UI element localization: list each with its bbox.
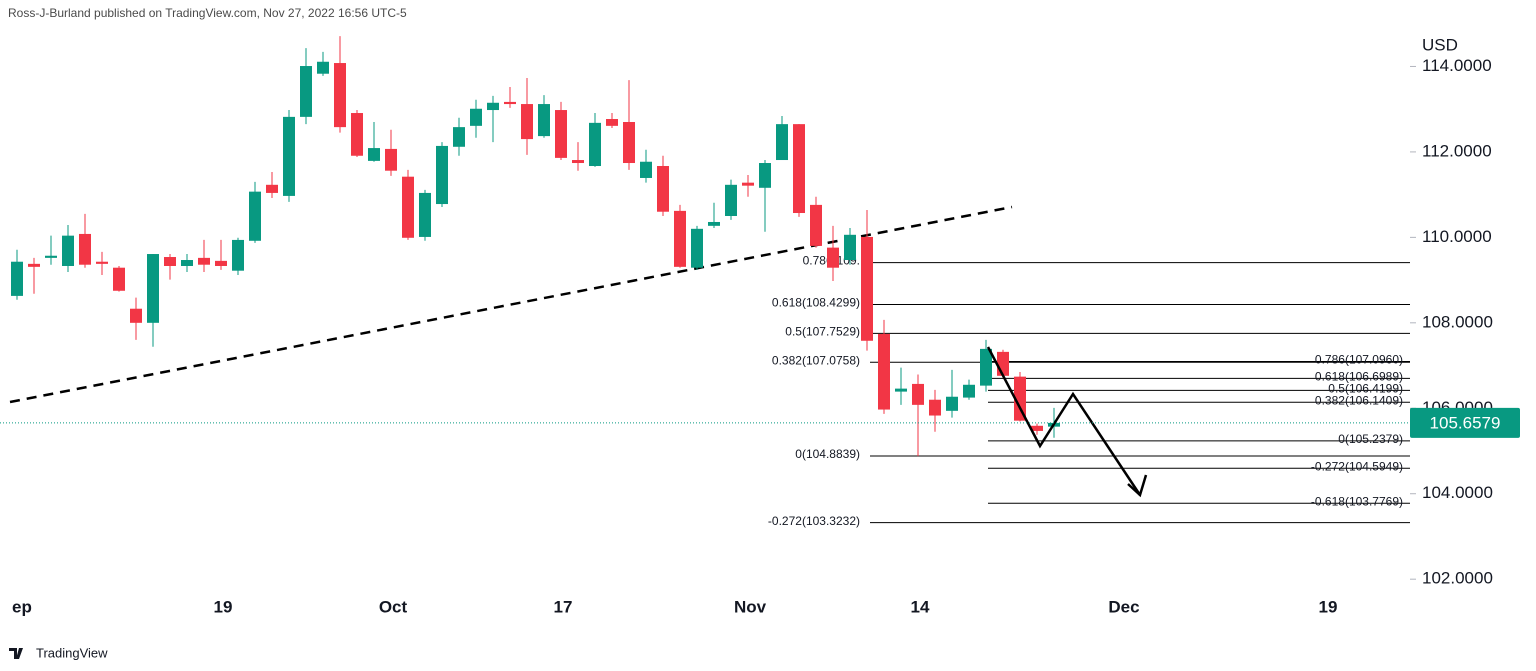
- x-tick-label: 19: [214, 597, 233, 616]
- candle-body: [266, 184, 278, 193]
- x-tick-label: Nov: [734, 597, 767, 616]
- fib-label: -0.618(103.7769): [1311, 494, 1403, 508]
- candle-body: [521, 104, 533, 140]
- candle-body: [198, 257, 210, 265]
- fib-label: 0.618(108.4299): [772, 296, 860, 310]
- candle-body: [453, 127, 465, 147]
- candle-body: [929, 399, 941, 416]
- candle-body: [623, 122, 635, 164]
- candle-body: [912, 383, 924, 405]
- plot-layer: 0.786(109.0.618(108.4299)0.5(107.7529)0.…: [11, 36, 1410, 528]
- candle-body: [436, 145, 448, 205]
- candle-body: [79, 233, 91, 265]
- candle-body: [385, 148, 397, 171]
- candle-body: [606, 119, 618, 126]
- candle-body: [504, 101, 516, 105]
- candle-body: [487, 102, 499, 111]
- candle-body: [844, 234, 856, 261]
- last-price-label: 105.6579: [1430, 413, 1501, 432]
- candle-body: [963, 384, 975, 398]
- footer: TradingView: [36, 645, 108, 660]
- x-tick-label: 14: [911, 597, 930, 616]
- fib-label: 0.618(106.6989): [1315, 370, 1403, 384]
- candle-body: [572, 160, 584, 164]
- candle-body: [11, 261, 23, 296]
- x-tick-label: ep: [12, 597, 32, 616]
- fib-label: 0.382(106.1409): [1315, 393, 1403, 407]
- y-tick-label: 104.0000: [1422, 483, 1493, 502]
- fib-label: 0.382(107.0758): [772, 353, 860, 367]
- candle-body: [691, 228, 703, 268]
- candle-body: [470, 108, 482, 126]
- fib-label: 0(105.2379): [1338, 432, 1403, 446]
- candle-body: [317, 61, 329, 74]
- arrow-head: [1127, 474, 1148, 498]
- x-tick-label: 17: [554, 597, 573, 616]
- fib-label: 0.786(107.0960): [1315, 353, 1403, 367]
- candle-body: [776, 124, 788, 161]
- fib-label: 0.5(107.7529): [785, 325, 860, 339]
- candle-body: [895, 388, 907, 392]
- candle-body: [827, 247, 839, 268]
- y-tick-label: 112.0000: [1422, 141, 1492, 160]
- candle-body: [334, 63, 346, 128]
- candle-body: [283, 116, 295, 196]
- candle-body: [28, 263, 40, 267]
- candle-body: [861, 236, 873, 341]
- candle-body: [657, 166, 669, 212]
- candle-body: [419, 192, 431, 237]
- fib-label: -0.272(103.3232): [768, 514, 860, 528]
- candle-body: [249, 191, 261, 241]
- candle-body: [164, 257, 176, 266]
- candle-body: [640, 161, 652, 178]
- candle-body: [997, 351, 1009, 376]
- candle-body: [215, 260, 227, 266]
- candle-body: [147, 254, 159, 323]
- y-tick-label: 110.0000: [1422, 227, 1492, 246]
- candle-body: [181, 260, 193, 266]
- candle-body: [538, 104, 550, 137]
- header: Ross-J-Burland published on TradingView.…: [8, 6, 407, 20]
- candle-body: [232, 239, 244, 271]
- candle-body: [96, 261, 108, 264]
- candle-body: [1031, 425, 1043, 431]
- candle-body: [793, 124, 805, 214]
- footer-logo: TradingView: [9, 645, 108, 660]
- candle-body: [45, 255, 57, 258]
- candle-body: [810, 204, 822, 246]
- fib-label: 0(104.8839): [795, 447, 860, 461]
- x-tick-label: 19: [1319, 597, 1338, 616]
- candle-body: [946, 396, 958, 411]
- candle-body: [402, 176, 414, 238]
- candle-body: [674, 210, 686, 267]
- candle-body: [725, 184, 737, 216]
- x-tick-label: Dec: [1108, 597, 1139, 616]
- x-tick-label: Oct: [379, 597, 408, 616]
- candle-body: [62, 235, 74, 266]
- last-price-badge: [1410, 407, 1520, 438]
- candle-body: [878, 333, 890, 410]
- projection-arrow: [986, 346, 1142, 496]
- fib-label: -0.272(104.5949): [1311, 459, 1403, 473]
- candle-body: [742, 182, 754, 186]
- y-tick-label: 108.0000: [1422, 312, 1493, 331]
- logo-icon: [9, 648, 23, 659]
- candle-body: [300, 66, 312, 117]
- fib-label: 0.5(106.4199): [1328, 382, 1403, 396]
- candle-body: [113, 267, 125, 291]
- candle-body: [759, 163, 771, 188]
- candle-body: [1014, 376, 1026, 421]
- candle-body: [589, 122, 601, 167]
- candle-body: [555, 110, 567, 158]
- candle-body: [708, 221, 720, 226]
- y-tick-label: 102.0000: [1422, 569, 1493, 588]
- candle-body: [351, 113, 363, 156]
- candle-body: [130, 308, 142, 323]
- candle-body: [980, 348, 992, 386]
- candle-body: [368, 148, 380, 161]
- y-tick-label: 114.0000: [1422, 56, 1492, 75]
- y-axis-label: USD: [1422, 35, 1458, 54]
